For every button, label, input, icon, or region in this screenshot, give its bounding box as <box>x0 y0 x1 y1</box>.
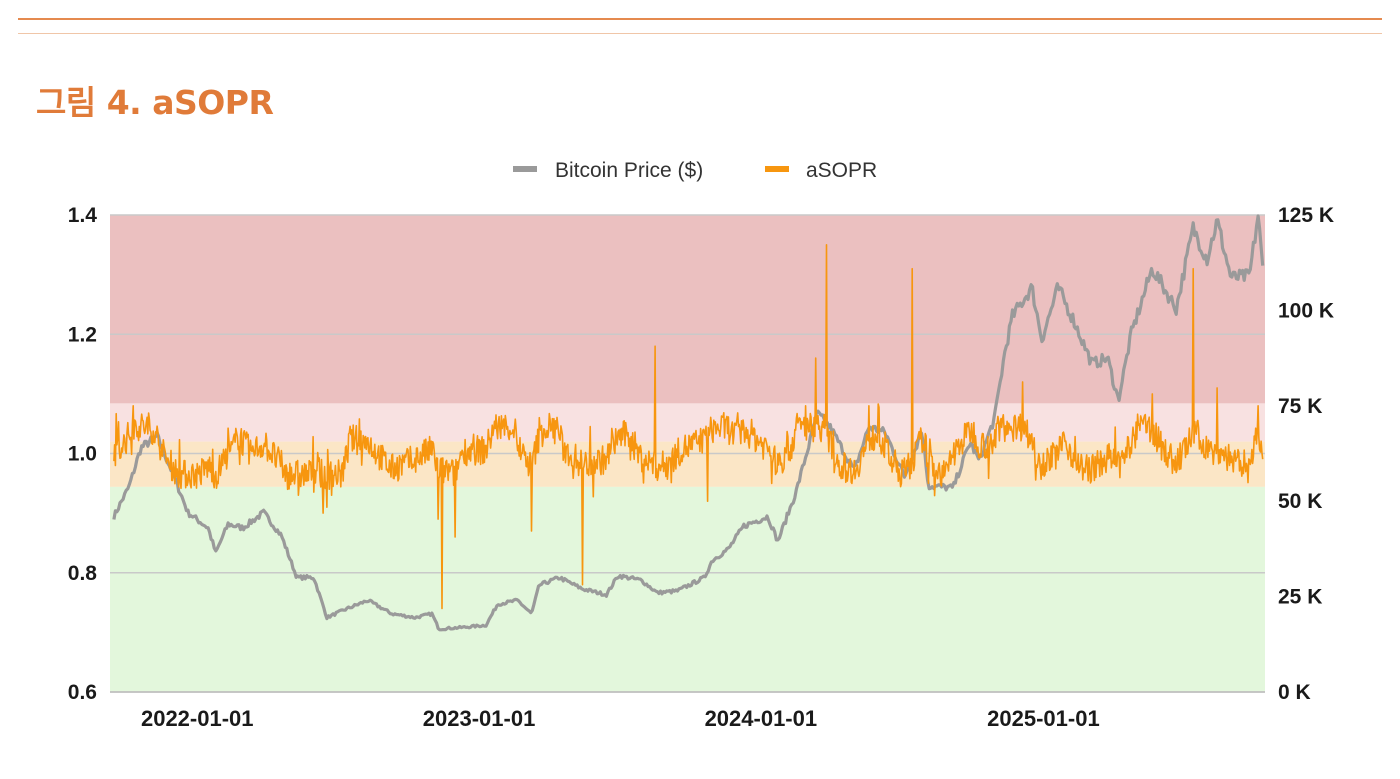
right-tick-label: 75 K <box>1278 395 1322 418</box>
x-tick-label: 2025-01-01 <box>987 706 1100 731</box>
header-rule <box>18 18 1382 20</box>
legend-label-asopr: aSOPR <box>806 159 877 182</box>
left-tick-label: 1.0 <box>68 443 97 466</box>
legend-swatch-asopr <box>765 166 789 172</box>
figure-title: 그림 4. aSOPR <box>36 83 274 122</box>
right-tick-label: 50 K <box>1278 490 1322 513</box>
left-tick-label: 1.2 <box>68 323 97 346</box>
left-tick-label: 1.4 <box>68 204 98 227</box>
right-tick-label: 100 K <box>1278 299 1334 322</box>
left-tick-label: 0.8 <box>68 562 98 585</box>
zone-pink <box>110 403 1265 442</box>
zone-green <box>110 486 1265 692</box>
x-tick-label: 2022-01-01 <box>141 706 254 731</box>
legend-swatch-price <box>513 166 537 172</box>
zone-bands <box>110 215 1265 692</box>
left-axis-ticks: 1.4 1.2 1.0 0.8 0.6 <box>68 204 98 704</box>
left-tick-label: 0.6 <box>68 681 97 704</box>
right-tick-label: 0 K <box>1278 681 1311 704</box>
legend: Bitcoin Price ($) aSOPR <box>513 159 877 182</box>
x-tick-label: 2023-01-01 <box>423 706 536 731</box>
right-axis-ticks: 125 K 100 K 75 K 50 K 25 K 0 K <box>1278 204 1334 704</box>
price-line <box>112 214 1265 632</box>
right-tick-label: 125 K <box>1278 204 1334 227</box>
legend-label-price: Bitcoin Price ($) <box>555 159 703 182</box>
right-tick-label: 25 K <box>1278 586 1322 609</box>
asopr-line <box>113 244 1264 610</box>
zone-red <box>110 215 1265 404</box>
price-series <box>112 214 1265 632</box>
axes: 1.4 1.2 1.0 0.8 0.6 125 K 100 K 75 K 50 K 25 K 0 … <box>68 204 1334 731</box>
header-rule-thin <box>18 33 1382 34</box>
x-tick-label: 2024-01-01 <box>705 706 818 731</box>
asopr-series <box>113 244 1264 610</box>
x-axis-ticks: 2022-01-01 2023-01-01 2024-01-01 2025-01-01 <box>141 706 1100 731</box>
